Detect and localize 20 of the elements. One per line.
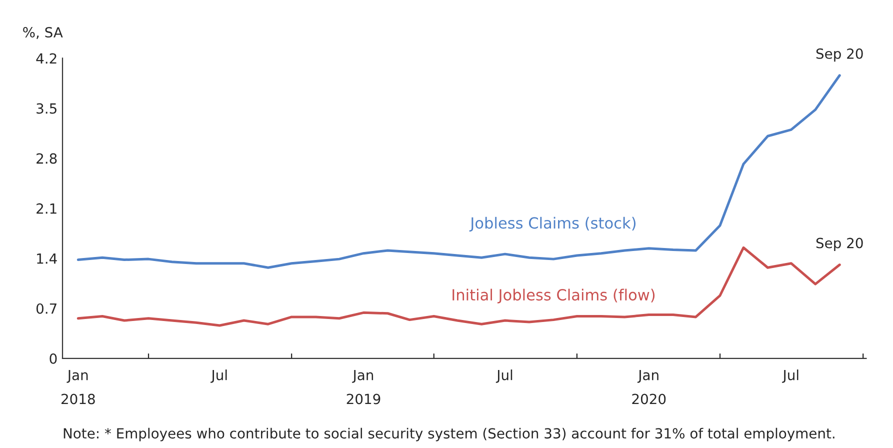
text: Note: * Employees who contribute to social security system (Section 33) account for 31% of total employment. xyxy=(64,428,834,442)
x-tick-label: Jul xyxy=(782,370,798,383)
annotation: Sep 20 xyxy=(816,48,863,62)
x-tick-label: Jan 2019 xyxy=(346,370,380,404)
x-tick-label: Jan 2018 xyxy=(61,370,95,404)
y-tick-label: 4.2 xyxy=(36,53,56,64)
y-axis-title: %, SA xyxy=(23,27,63,39)
y-tick-label: 0 xyxy=(50,353,57,364)
annotation: Sep 20 xyxy=(816,238,863,251)
x-tick-label: Jan 2020 xyxy=(632,370,666,404)
y-tick-label: 0.7 xyxy=(36,303,56,314)
y-tick-label: 3.5 xyxy=(36,103,56,114)
x-tick-label: Jul xyxy=(496,370,512,383)
series-label: Initial Jobless Claims (flow) xyxy=(452,288,655,304)
y-tick-label: 1.4 xyxy=(37,254,57,264)
line-series xyxy=(76,74,841,269)
y-tick-label: 2.1 xyxy=(36,203,56,214)
series-label: Jobless Claims (stock) xyxy=(469,216,636,232)
x-tick-label: Jul xyxy=(210,370,227,383)
y-tick-label: 2.8 xyxy=(36,153,57,164)
